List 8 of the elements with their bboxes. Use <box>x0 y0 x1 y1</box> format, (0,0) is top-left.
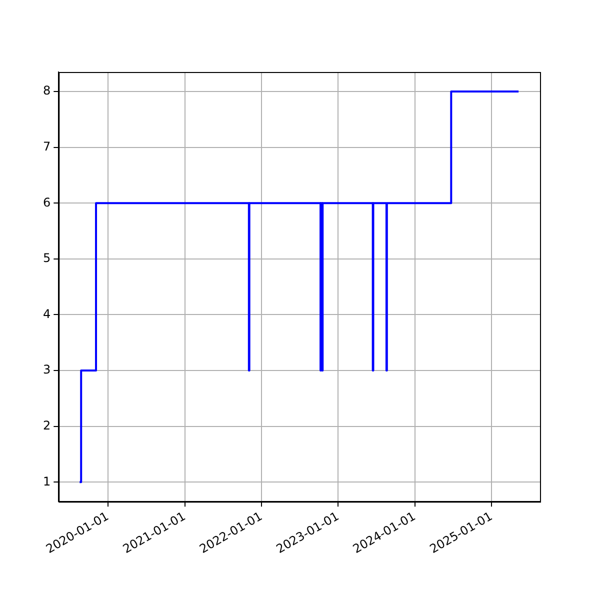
y-tick-label: 4 <box>42 306 51 321</box>
y-tick-label: 8 <box>42 84 51 98</box>
y-tick-label: 1 <box>42 474 51 488</box>
y-tick-label: 2 <box>42 418 51 432</box>
y-tick-label: 6 <box>42 195 51 210</box>
y-tick-label: 7 <box>42 139 51 154</box>
y-tick-label: 5 <box>42 251 51 266</box>
y-tick-label: 3 <box>42 362 51 377</box>
